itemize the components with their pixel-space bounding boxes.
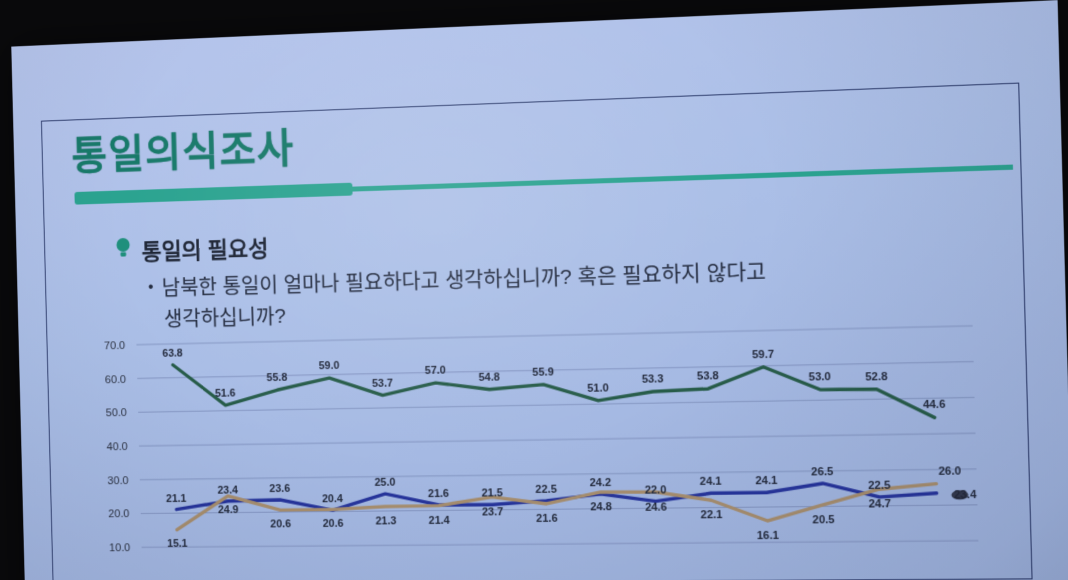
tan-series-value-label: 21.4 bbox=[429, 514, 450, 526]
y-axis-tick-label: 30.0 bbox=[107, 475, 128, 487]
survey-line-chart: 70.0 60.0 50.0 40.0 30.0 20.0 10.0 63.8 51.6 55.8… bbox=[104, 299, 999, 554]
green-series-value-label: 44.6 bbox=[923, 399, 946, 412]
blue-series-value-label: 21.6 bbox=[428, 488, 449, 500]
green-series-value-label: 63.8 bbox=[162, 347, 183, 359]
tan-series-value-label: 24.8 bbox=[590, 501, 612, 514]
gridline bbox=[137, 362, 973, 379]
blue-series-value-label: 25.0 bbox=[374, 477, 395, 489]
blue-series-value-label: 22.5 bbox=[535, 483, 557, 496]
tan-series-value-label: 21.3 bbox=[375, 515, 396, 527]
blue-series-value-label: 24.2 bbox=[590, 477, 612, 490]
green-series-value-label: 59.0 bbox=[319, 360, 340, 373]
tan-series-value-label: 20.5 bbox=[812, 514, 835, 527]
tan-series-value-label: 26.0 bbox=[938, 465, 961, 478]
blue-series-value-label: 22.5 bbox=[868, 479, 891, 492]
gridline bbox=[140, 469, 977, 480]
y-axis-tick-label: 10.0 bbox=[109, 542, 130, 554]
green-series-value-label: 51.6 bbox=[215, 387, 236, 399]
blue-series-value-label: 26.5 bbox=[811, 466, 834, 479]
lightbulb-icon bbox=[115, 235, 132, 266]
tan-series-value-label: 21.6 bbox=[536, 512, 558, 524]
blue-series-value-label: 22.0 bbox=[645, 484, 667, 497]
section-heading-text: 통일의 필요성 bbox=[141, 235, 269, 265]
gridline bbox=[138, 397, 974, 412]
blue-series-value-label: 21.1 bbox=[166, 493, 187, 505]
green-series-value-label: 55.9 bbox=[532, 366, 554, 379]
tan-series-value-label: 24.7 bbox=[868, 498, 891, 511]
tan-series-value-label: 20.6 bbox=[270, 519, 291, 531]
tan-series-value-label: 22.1 bbox=[700, 509, 722, 522]
tan-series-value-label: 15.1 bbox=[167, 538, 188, 550]
projector-screen: 통일의식조사 통일의 필요성 • 남북한 통일이 얼마나 필요하다고 생각하십니까… bbox=[11, 0, 1068, 580]
section-heading-row: 통일의 필요성 bbox=[115, 230, 269, 268]
y-axis-tick-label: 70.0 bbox=[104, 340, 125, 352]
gridline bbox=[142, 541, 979, 548]
blue-series-value-label: 20.4 bbox=[322, 493, 343, 505]
y-axis-tick-label: 60.0 bbox=[105, 374, 126, 386]
blue-series-value-label: 23.4 bbox=[217, 484, 238, 496]
green-series-value-label: 55.8 bbox=[266, 372, 287, 384]
y-axis-tick-label: 40.0 bbox=[107, 441, 128, 453]
tan-series-value-label: 24.9 bbox=[218, 504, 239, 516]
tan-series-value-label: 20.6 bbox=[323, 518, 344, 530]
y-axis-tick-label: 20.0 bbox=[108, 509, 129, 521]
green-series-line bbox=[173, 349, 935, 430]
green-series-value-label: 59.7 bbox=[752, 348, 774, 361]
slide-title: 통일의식조사 bbox=[71, 125, 296, 179]
chart-area: 70.0 60.0 50.0 40.0 30.0 20.0 10.0 63.8 51.6 55.8… bbox=[66, 299, 999, 580]
green-series-value-label: 53.7 bbox=[372, 377, 393, 390]
blue-series-value-label: 23.6 bbox=[269, 483, 290, 495]
green-series-value-label: 53.8 bbox=[697, 370, 719, 383]
green-series-value-label: 51.0 bbox=[587, 382, 609, 395]
green-series-value-label: 52.8 bbox=[865, 370, 888, 383]
slide-content: 통일의식조사 통일의 필요성 • 남북한 통일이 얼마나 필요하다고 생각하십니까… bbox=[11, 0, 1068, 580]
gridline bbox=[139, 433, 976, 446]
gridline bbox=[136, 326, 972, 345]
green-series-value-label: 53.3 bbox=[642, 373, 664, 386]
tan-series-value-label: 24.6 bbox=[645, 501, 667, 514]
tan-series-value-label: 16.1 bbox=[757, 530, 779, 543]
tan-series-value-label: 23.7 bbox=[482, 506, 504, 518]
y-axis-tick-label: 50.0 bbox=[106, 407, 127, 419]
blue-series-value-label: 24.1 bbox=[755, 475, 777, 488]
blue-series-value-label: 23.4 bbox=[954, 488, 977, 501]
green-series-value-label: 53.0 bbox=[809, 371, 832, 384]
blue-series-value-label: 24.1 bbox=[700, 476, 722, 489]
green-series-value-label: 57.0 bbox=[425, 365, 446, 378]
bullet-marker: • bbox=[147, 279, 154, 296]
blue-series-value-label: 21.5 bbox=[481, 487, 503, 499]
green-series-value-label: 54.8 bbox=[478, 371, 500, 384]
